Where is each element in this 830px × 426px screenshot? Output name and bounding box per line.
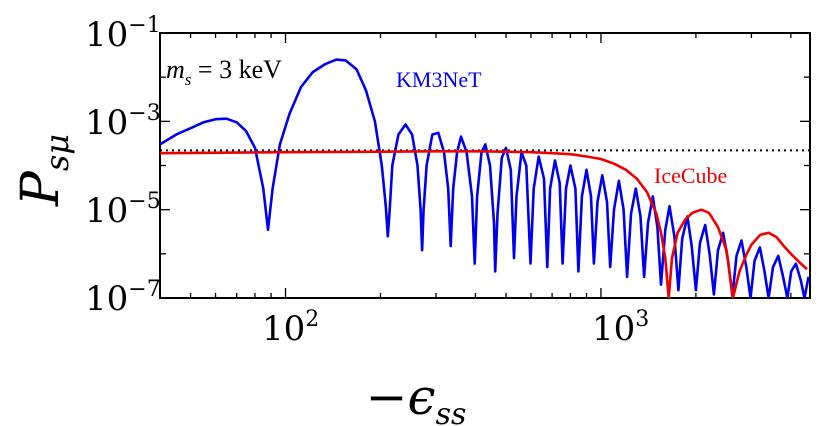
series-label-km3net: KM3NeT xyxy=(396,67,482,92)
y-axis-label: Psμ xyxy=(11,134,76,207)
mass-annotation: ms = 3 keV xyxy=(166,55,282,89)
x-axis-label: −ϵss xyxy=(366,368,467,426)
y-tick-label: 10−7 xyxy=(85,277,161,319)
x-tick-label: 103 xyxy=(592,307,649,349)
axis-ticks xyxy=(159,32,810,299)
y-tick-label: 10−3 xyxy=(85,101,161,143)
series-line-km3net xyxy=(160,58,810,298)
y-tick-label: 10−5 xyxy=(85,189,161,231)
x-tick-label: 102 xyxy=(262,307,319,349)
series-line-icecube xyxy=(160,150,808,298)
y-tick-label: 10−1 xyxy=(85,13,161,55)
series-label-icecube: IceCube xyxy=(654,163,727,188)
